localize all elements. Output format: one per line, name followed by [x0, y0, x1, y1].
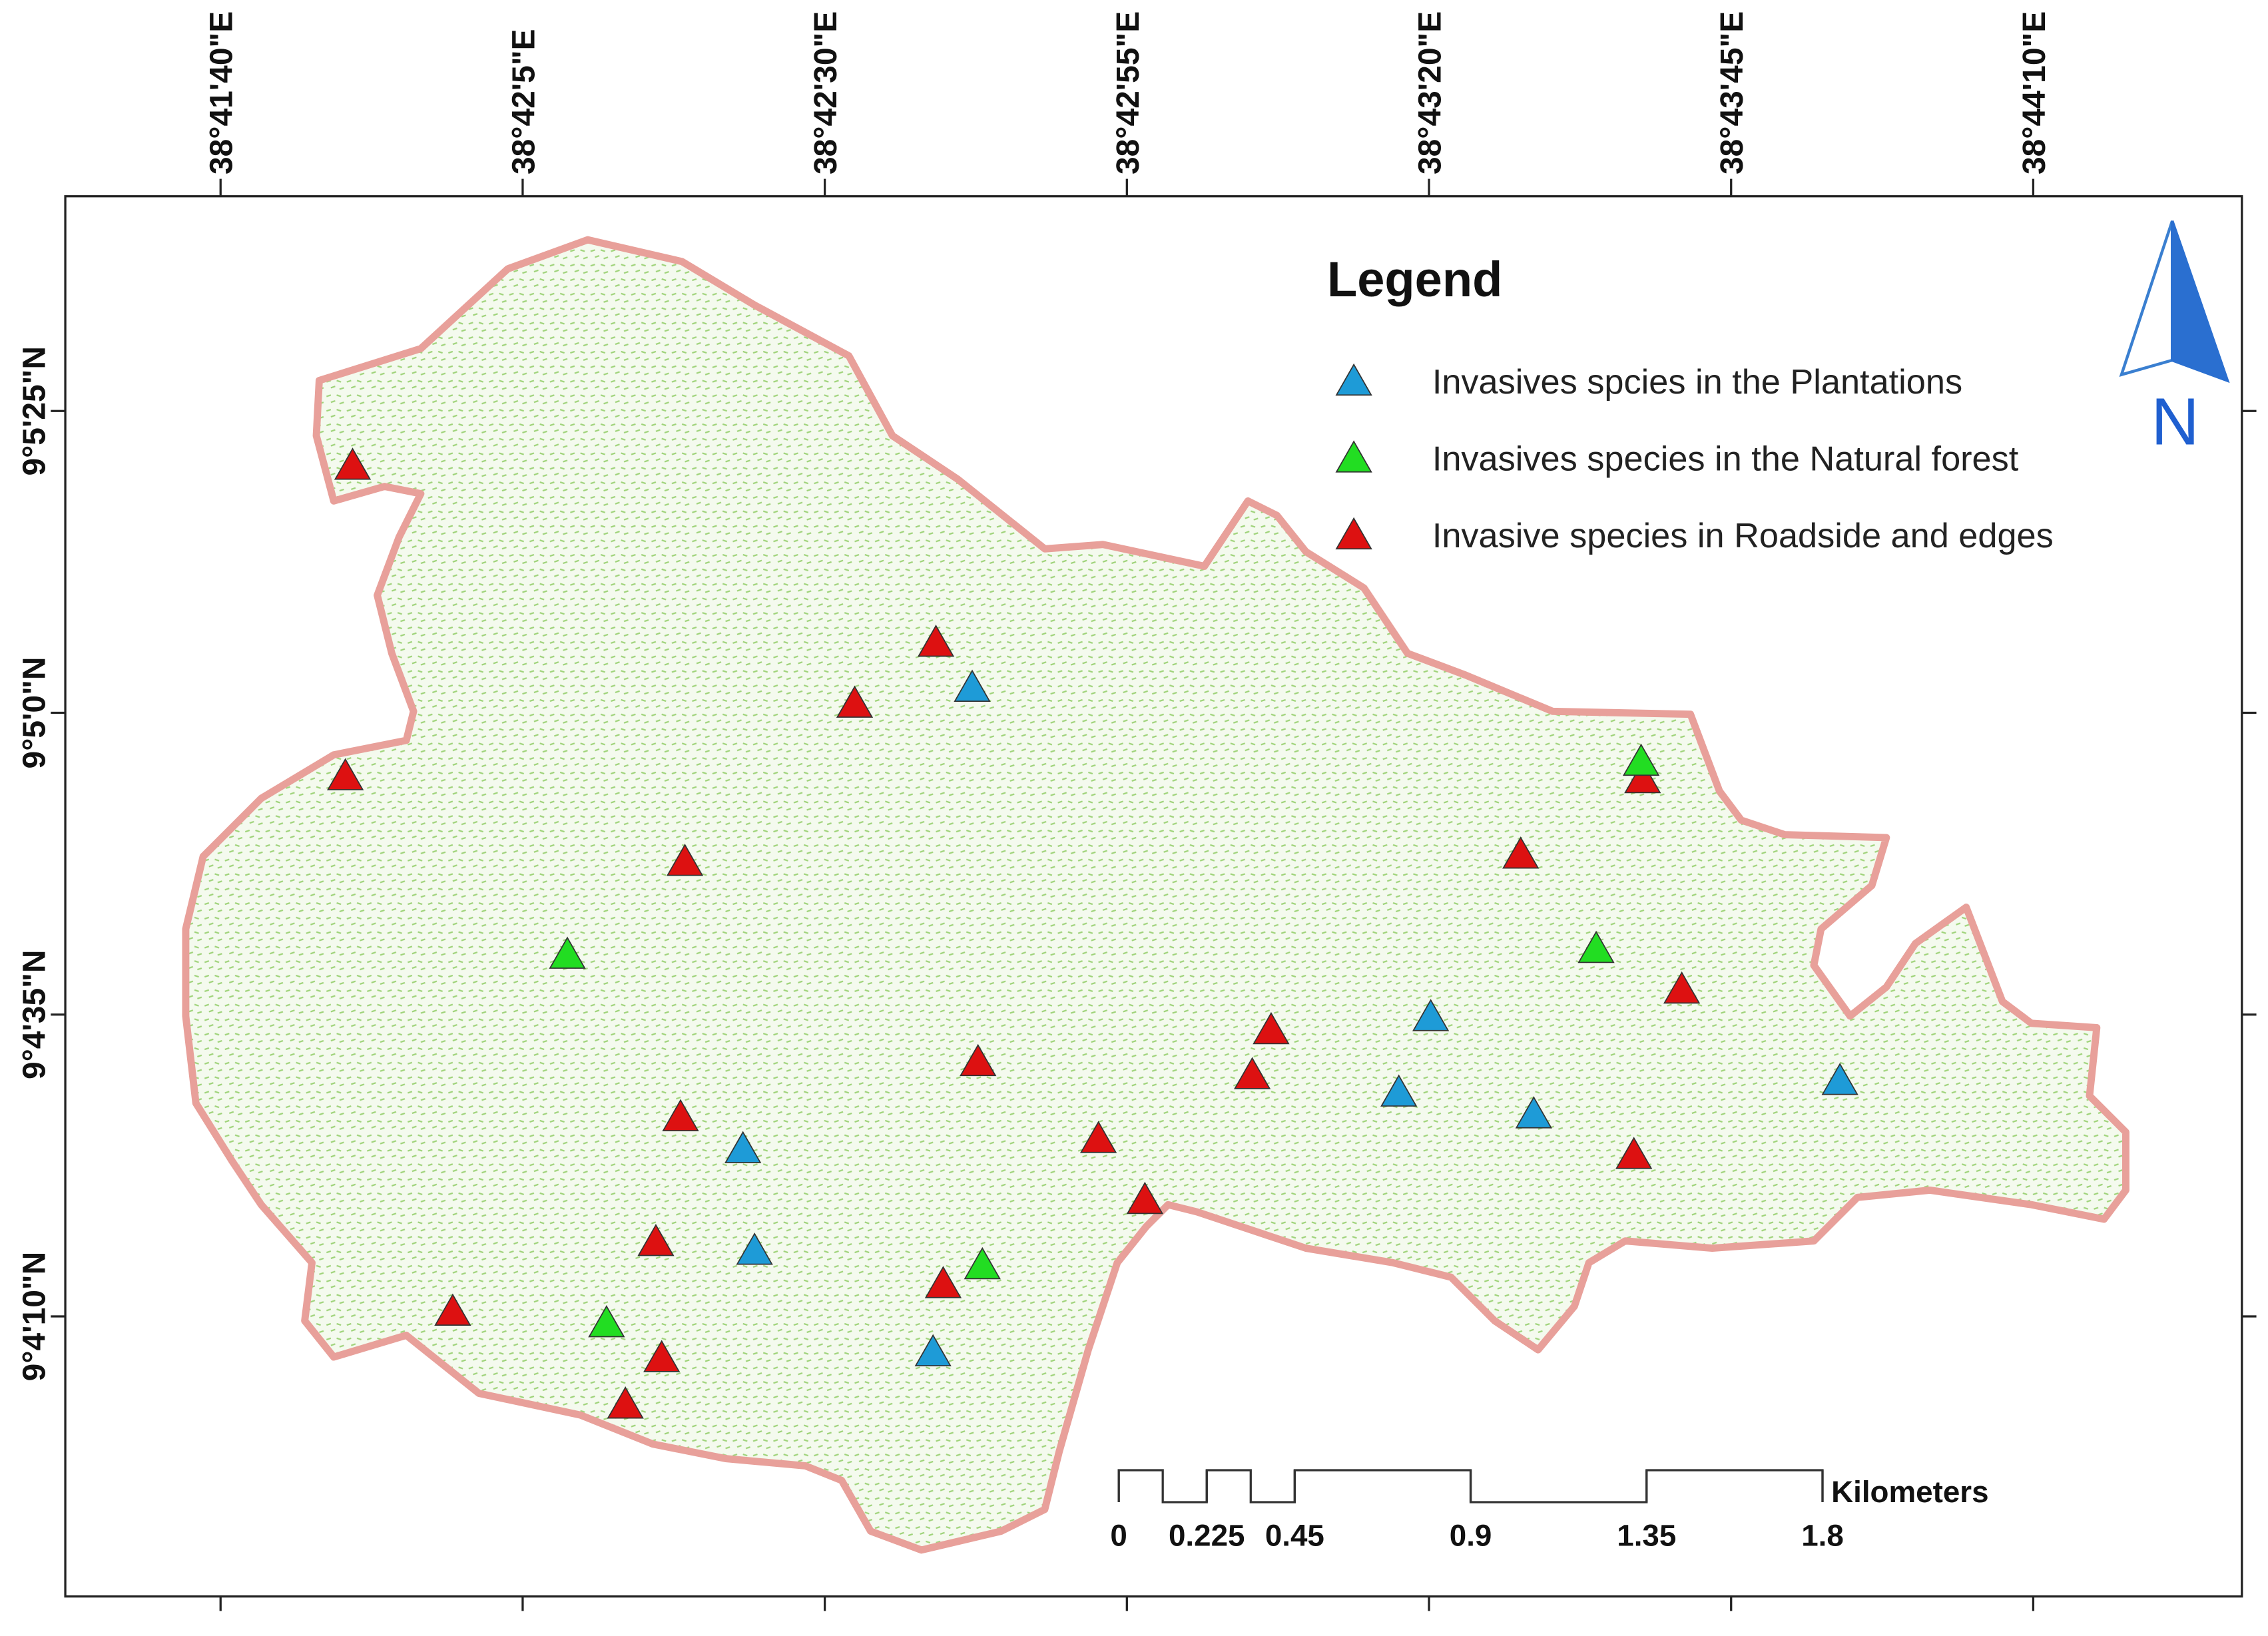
scale-label: 0 [1110, 1518, 1127, 1552]
scale-label: 1.35 [1617, 1518, 1676, 1552]
scale-unit: Kilometers [1831, 1475, 1988, 1509]
north-label: N [2151, 384, 2199, 459]
legend-label: Invasive species in Roadside and edges [1432, 517, 2054, 555]
lon-label: 38°42'5"E [506, 29, 541, 174]
graticule: 38°41'40"E 38°42'5"E 38°42'30"E 38°42'55"E 3… [17, 11, 2257, 1611]
north-arrow: N [2119, 220, 2230, 459]
legend: Invasives spcies in the Plantations Invas… [1336, 363, 2054, 555]
lat-label: 9°4'10"N [17, 1252, 53, 1382]
scale-label: 0.9 [1450, 1518, 1492, 1552]
lon-label: 38°43'45"E [1715, 11, 1750, 174]
legend-title: Legend [1327, 252, 1502, 307]
lat-label: 9°5'0"N [17, 657, 53, 769]
scale-label: 1.8 [1801, 1518, 1844, 1552]
lon-label: 38°41'40"E [204, 11, 240, 174]
lat-label: 9°5'25"N [17, 346, 53, 476]
legend-label: Invasives species in the Natural forest [1432, 440, 2019, 479]
lat-label: 9°4'35"N [17, 950, 53, 1079]
lon-label: 38°42'30"E [808, 11, 844, 174]
lon-label: 38°42'55"E [1111, 11, 1146, 174]
scale-label: 0.45 [1265, 1518, 1324, 1552]
study-area [182, 236, 2129, 1554]
lon-label: 38°43'20"E [1412, 11, 1448, 174]
legend-label: Invasives spcies in the Plantations [1432, 363, 1962, 402]
scale-label: 0.225 [1169, 1518, 1245, 1552]
lon-label: 38°44'10"E [2017, 11, 2052, 174]
scale-bar: 0 0.225 0.45 0.9 1.35 1.8 Kilometers [1110, 1469, 1989, 1552]
